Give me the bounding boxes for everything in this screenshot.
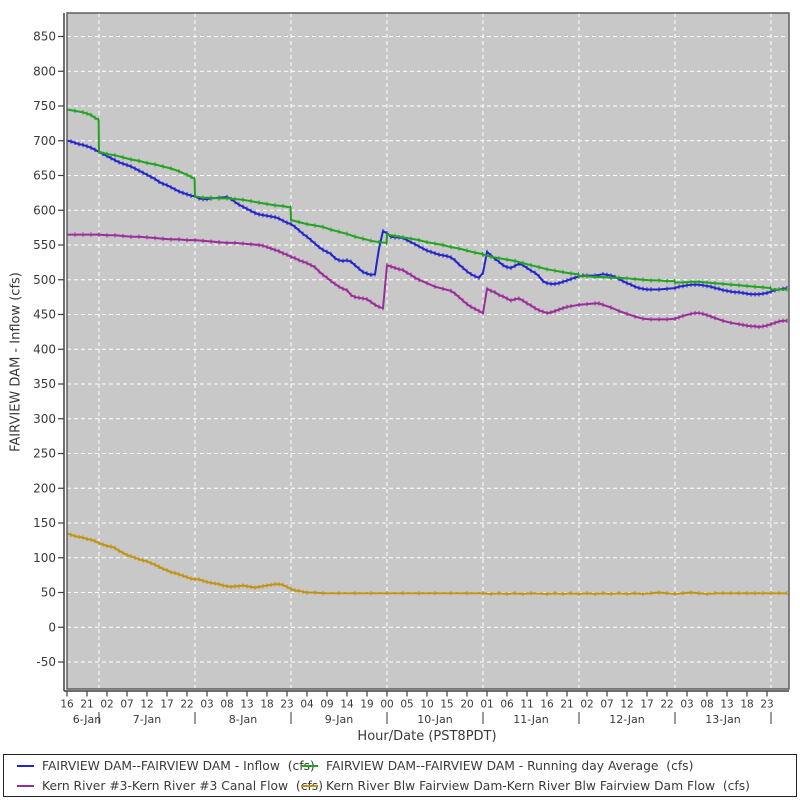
y-tick-label: 600 [33, 203, 56, 217]
hour-tick-label: 18 [260, 699, 273, 711]
hour-tick-label: 13 [240, 699, 253, 711]
y-tick-label: 200 [33, 481, 56, 495]
legend-row-1: FAIRVIEW DAM--FAIRVIEW DAM - Inflow (cfs… [4, 756, 796, 776]
series-running_avg-line [66, 108, 787, 291]
hour-tick-label: 16 [540, 699, 554, 711]
hour-tick-label: 21 [80, 699, 93, 711]
date-label: 10-Jan [417, 713, 453, 726]
hour-tick-label: 23 [760, 699, 773, 711]
series-inflow-line [66, 139, 788, 296]
hour-tick-label: 22 [180, 699, 193, 711]
hour-tick-label: 03 [680, 699, 693, 711]
legend-dash-blw_dam_flow [301, 785, 318, 787]
y-tick-label: 850 [33, 30, 56, 44]
y-tick-label: 750 [33, 99, 56, 113]
y-tick-label: 0 [48, 620, 56, 634]
hour-tick-label: 17 [160, 699, 173, 711]
legend-label: FAIRVIEW DAM--FAIRVIEW DAM - Inflow (cfs… [42, 758, 315, 773]
x-axis-title: Hour/Date (PST8PDT) [357, 729, 497, 744]
hour-tick-label: 06 [500, 699, 514, 711]
y-tick-label: 450 [33, 308, 56, 322]
y-tick-label: 800 [33, 64, 56, 78]
date-label: 13-Jan [705, 713, 741, 726]
hour-tick-label: 12 [620, 699, 633, 711]
hour-tick-label: 19 [360, 699, 373, 711]
hour-tick-label: 03 [200, 699, 213, 711]
hour-tick-label: 15 [440, 699, 453, 711]
y-tick-label: 150 [33, 516, 56, 530]
legend-item-canal_flow: Kern River #3-Kern River #3 Canal Flow (… [17, 776, 323, 796]
y-tick-label: -50 [36, 655, 56, 669]
hour-tick-label: 01 [480, 699, 493, 711]
date-label: 11-Jan [513, 713, 549, 726]
legend-item-running_avg: FAIRVIEW DAM--FAIRVIEW DAM - Running day… [301, 756, 693, 776]
hour-tick-label: 02 [580, 699, 593, 711]
legend-dash-canal_flow [17, 785, 34, 787]
y-tick-label: 250 [33, 447, 56, 461]
legend-item-blw_dam_flow: Kern River Blw Fairview Dam-Kern River B… [301, 776, 750, 796]
y-tick-label: 700 [33, 134, 56, 148]
date-label: 12-Jan [609, 713, 645, 726]
y-tick-label: 50 [41, 586, 56, 600]
y-tick-label: 100 [33, 551, 56, 565]
series-canal_flow [66, 232, 788, 330]
hour-tick-label: 13 [720, 699, 733, 711]
hour-tick-label: 08 [220, 699, 233, 711]
hour-tick-label: 20 [460, 699, 473, 711]
plot-area [67, 13, 789, 689]
legend-dash-running_avg [301, 764, 318, 767]
y-axis-ticks: 8508007507006506005505004504003503002502… [33, 30, 64, 669]
hour-tick-label: 00 [380, 699, 393, 711]
y-tick-label: 650 [33, 169, 56, 183]
hour-tick-label: 11 [520, 699, 533, 711]
y-tick-label: 500 [33, 273, 56, 287]
hour-tick-label: 16 [60, 699, 74, 711]
legend-label: Kern River Blw Fairview Dam-Kern River B… [326, 779, 750, 793]
hour-tick-label: 21 [560, 699, 573, 711]
hour-tick-label: 05 [400, 699, 413, 711]
legend-row-2: Kern River #3-Kern River #3 Canal Flow (… [4, 776, 796, 796]
hour-tick-label: 23 [280, 699, 293, 711]
hour-tick-label: 17 [640, 699, 653, 711]
flow-chart-plot: 8508007507006506005505004504003503002502… [33, 12, 790, 726]
hour-tick-label: 18 [740, 699, 753, 711]
date-label: 6-Jan [73, 713, 102, 726]
date-label: 7-Jan [133, 713, 162, 726]
series-blw_dam_flow-line [66, 532, 787, 595]
legend-item-inflow: FAIRVIEW DAM--FAIRVIEW DAM - Inflow (cfs… [17, 756, 315, 776]
legend-label: Kern River #3-Kern River #3 Canal Flow (… [42, 779, 324, 793]
hour-tick-label: 02 [100, 699, 113, 711]
hour-tick-label: 14 [340, 699, 354, 711]
date-label: 8-Jan [229, 713, 258, 726]
hour-tick-label: 22 [660, 699, 673, 711]
hour-tick-label: 08 [700, 699, 713, 711]
plot-border [66, 12, 790, 690]
y-tick-label: 300 [33, 412, 56, 426]
y-tick-label: 400 [33, 342, 56, 356]
y-axis-title: FAIRVIEW DAM - Inflow (cfs) [8, 272, 24, 452]
legend-dash-inflow [17, 764, 34, 767]
series-blw_dam_flow [66, 531, 788, 597]
x-axis-ticks: 16 21 02 07 12 17 22 03 08 13 18 23 04 09 14 19 00 05 10 15… [60, 691, 774, 711]
hour-tick-label: 07 [600, 699, 613, 711]
hour-tick-label: 04 [300, 699, 314, 711]
hour-tick-label: 10 [420, 699, 433, 711]
hour-tick-label: 07 [120, 699, 133, 711]
date-row: 6-Jan 7-Jan 8-Jan 9-Jan 10-Jan 11-Jan 12-Jan 13… [73, 712, 772, 726]
date-label: 9-Jan [325, 713, 354, 726]
hour-tick-label: 09 [320, 699, 333, 711]
y-tick-label: 550 [33, 238, 56, 252]
y-tick-label: 350 [33, 377, 56, 391]
legend-box: FAIRVIEW DAM--FAIRVIEW DAM - Inflow (cfs… [3, 754, 797, 797]
legend-label: FAIRVIEW DAM--FAIRVIEW DAM - Running day… [326, 758, 694, 773]
hour-tick-label: 12 [140, 699, 153, 711]
